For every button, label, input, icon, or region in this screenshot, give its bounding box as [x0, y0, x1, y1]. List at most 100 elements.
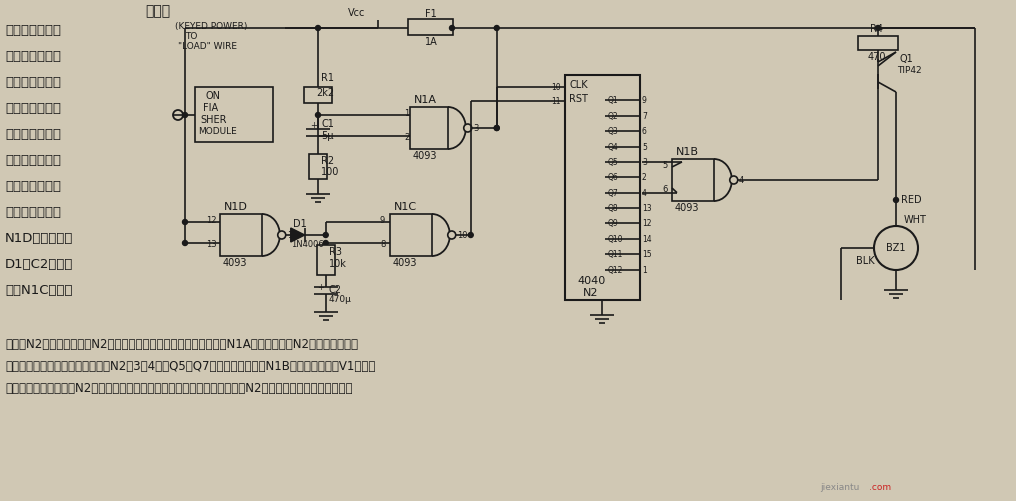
Text: RED: RED: [901, 195, 922, 205]
Text: Q9: Q9: [608, 219, 619, 228]
Text: N1D: N1D: [224, 202, 248, 212]
Text: 1: 1: [404, 109, 409, 118]
Circle shape: [494, 125, 499, 130]
Text: FIA: FIA: [203, 103, 218, 113]
Circle shape: [183, 219, 188, 224]
Text: Q5: Q5: [608, 158, 619, 167]
Text: TO: TO: [185, 32, 197, 41]
Text: 10: 10: [551, 83, 561, 92]
Text: Q7: Q7: [608, 189, 619, 198]
Text: 再由N1C整形反: 再由N1C整形反: [5, 284, 72, 297]
Text: Q1: Q1: [608, 96, 619, 105]
Text: Q6: Q6: [608, 173, 619, 182]
Text: +: +: [317, 283, 324, 292]
Text: R1: R1: [321, 73, 334, 83]
Text: F1: F1: [425, 9, 437, 19]
Text: 音乐蜂鸣器发声，直到N2被复位为止。等待的时间及发声的次数都可由改变N2两输出来决定，可自行更换。: 音乐蜂鸣器发声，直到N2被复位为止。等待的时间及发声的次数都可由改变N2两输出来…: [5, 382, 353, 395]
Text: 在是处于转弯状: 在是处于转弯状: [5, 76, 61, 89]
Bar: [408, 19, 453, 35]
Text: D1: D1: [293, 219, 307, 229]
Circle shape: [874, 226, 918, 270]
Text: Q3: Q3: [608, 127, 619, 136]
Text: ON: ON: [205, 91, 220, 101]
Text: C2: C2: [329, 285, 341, 295]
Text: Q12: Q12: [608, 266, 624, 275]
Text: 470μ: 470μ: [329, 295, 352, 304]
Text: 1: 1: [642, 266, 647, 275]
Text: D1向C2充电，: D1向C2充电，: [5, 258, 73, 271]
Text: 5: 5: [662, 161, 668, 170]
Text: .com: .com: [869, 483, 891, 492]
Text: BZ1: BZ1: [886, 243, 905, 253]
Text: WHT: WHT: [904, 215, 927, 225]
Text: 时钟的输入计数器便开始计数，当N2第3、4脚（Q5和Q7）都是高电平时，N1B输出低电平使得V1导通，: 时钟的输入计数器便开始计数，当N2第3、4脚（Q5和Q7）都是高电平时，N1B输…: [5, 360, 375, 373]
Text: "LOAD" WIRE: "LOAD" WIRE: [178, 42, 237, 51]
Circle shape: [173, 110, 183, 120]
Text: jiexiantu: jiexiantu: [820, 483, 860, 492]
Text: 11: 11: [551, 97, 561, 106]
Text: 相作为N2的复位信号，使N2输出为低电平；第二路经微分电路后由N1A整形反相作为N2的时钟信号，随: 相作为N2的复位信号，使N2输出为低电平；第二路经微分电路后由N1A整形反相作为…: [5, 338, 358, 351]
Text: 3: 3: [473, 124, 480, 133]
Text: Q1: Q1: [899, 54, 912, 64]
Text: 4093: 4093: [223, 258, 248, 268]
Circle shape: [183, 240, 188, 245]
Text: 13: 13: [206, 240, 216, 249]
Text: 15: 15: [642, 250, 651, 259]
Text: 10: 10: [457, 231, 467, 240]
Text: N1C: N1C: [394, 202, 418, 212]
Text: 转弯信: 转弯信: [145, 4, 170, 18]
Text: R3: R3: [329, 247, 341, 257]
Text: 470: 470: [868, 52, 887, 62]
Text: 2: 2: [404, 133, 409, 142]
Text: 12: 12: [642, 219, 651, 228]
Circle shape: [463, 124, 471, 132]
Circle shape: [468, 232, 473, 237]
Text: 态，电路中输入: 态，电路中输入: [5, 102, 61, 115]
Bar: [220, 214, 262, 256]
Text: N1A: N1A: [414, 95, 437, 105]
Text: C1: C1: [321, 119, 334, 129]
Text: 动闪光信号输出: 动闪光信号输出: [5, 154, 61, 167]
Bar: [195, 87, 273, 142]
Circle shape: [893, 197, 898, 202]
Text: 9: 9: [642, 96, 647, 105]
Circle shape: [323, 240, 328, 245]
Circle shape: [729, 176, 738, 184]
Text: 100: 100: [321, 167, 339, 177]
Text: 4093: 4093: [412, 151, 438, 161]
Text: 6: 6: [662, 185, 668, 194]
Text: R4: R4: [870, 24, 883, 34]
Text: TIP42: TIP42: [897, 66, 922, 75]
Text: 14: 14: [642, 235, 651, 244]
Bar: [309, 154, 327, 179]
Text: SHER: SHER: [200, 115, 227, 125]
Text: N2: N2: [583, 288, 598, 298]
Text: Q4: Q4: [608, 143, 619, 151]
Text: Q2: Q2: [608, 112, 619, 121]
Bar: [565, 75, 640, 300]
Circle shape: [876, 26, 881, 31]
Text: 4: 4: [739, 176, 744, 185]
Text: N1D，反相后经: N1D，反相后经: [5, 232, 73, 245]
Circle shape: [449, 26, 454, 31]
Circle shape: [183, 113, 188, 118]
Bar: [410, 107, 448, 149]
Text: 4093: 4093: [393, 258, 418, 268]
Text: 置可以提醒您现: 置可以提醒您现: [5, 50, 61, 63]
Text: 10k: 10k: [329, 259, 346, 269]
Circle shape: [448, 231, 456, 239]
Circle shape: [494, 125, 499, 130]
Text: 4: 4: [642, 189, 647, 198]
Text: 12: 12: [206, 216, 216, 225]
Text: Q10: Q10: [608, 235, 624, 244]
Text: 5μ: 5μ: [321, 131, 333, 141]
Text: R2: R2: [321, 156, 334, 166]
Text: N1B: N1B: [676, 147, 699, 157]
Text: 3: 3: [642, 158, 647, 167]
Text: 线取得的一串脉: 线取得的一串脉: [5, 180, 61, 193]
Text: 1N4006: 1N4006: [291, 240, 323, 249]
Text: Q8: Q8: [608, 204, 619, 213]
Text: 2k2: 2k2: [316, 88, 334, 98]
Bar: [672, 159, 714, 201]
Text: 4093: 4093: [675, 203, 699, 213]
